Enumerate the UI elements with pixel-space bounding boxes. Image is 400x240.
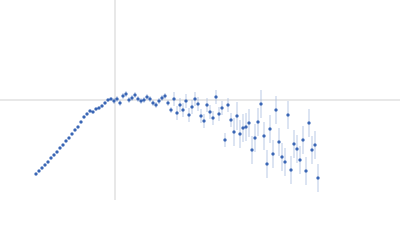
data-point xyxy=(247,121,251,125)
data-point xyxy=(145,95,149,99)
data-point xyxy=(283,160,287,164)
data-point xyxy=(316,176,320,180)
data-point xyxy=(151,101,155,105)
data-point xyxy=(202,119,206,123)
data-point xyxy=(193,97,197,101)
data-point xyxy=(226,103,230,107)
data-point xyxy=(289,168,293,172)
data-point xyxy=(70,132,74,136)
data-point xyxy=(67,136,71,140)
data-point xyxy=(199,114,203,118)
data-point xyxy=(172,97,176,101)
data-point xyxy=(37,169,41,173)
data-point xyxy=(280,155,284,159)
data-point xyxy=(124,92,128,96)
data-point xyxy=(184,99,188,103)
data-point xyxy=(175,111,179,115)
data-point xyxy=(271,152,275,156)
data-point xyxy=(97,106,101,110)
data-point xyxy=(265,162,269,166)
data-point xyxy=(100,104,104,108)
data-point xyxy=(139,99,143,103)
data-point xyxy=(112,99,116,103)
data-point xyxy=(313,143,317,147)
data-point xyxy=(61,143,65,147)
data-point xyxy=(55,150,59,154)
data-point xyxy=(298,158,302,162)
data-point xyxy=(64,139,68,143)
data-point xyxy=(115,97,119,101)
data-point xyxy=(301,138,305,142)
data-point xyxy=(94,107,98,111)
data-point xyxy=(79,120,83,124)
data-point xyxy=(34,172,38,176)
data-point xyxy=(40,166,44,170)
data-point xyxy=(196,102,200,106)
data-point xyxy=(214,95,218,99)
data-point xyxy=(205,103,209,107)
data-point xyxy=(235,114,239,118)
chart xyxy=(0,0,400,200)
data-point xyxy=(109,97,113,101)
data-point xyxy=(127,98,131,102)
data-point xyxy=(91,110,95,114)
data-point xyxy=(223,138,227,142)
data-point xyxy=(268,127,272,131)
data-point xyxy=(250,148,254,152)
data-point xyxy=(106,98,110,102)
data-point xyxy=(208,110,212,114)
data-point xyxy=(121,94,125,98)
data-point xyxy=(136,97,140,101)
data-point xyxy=(190,105,194,109)
data-point xyxy=(82,115,86,119)
data-point xyxy=(169,108,173,112)
data-point xyxy=(304,169,308,173)
data-point xyxy=(211,116,215,120)
data-point xyxy=(238,132,242,136)
data-point xyxy=(58,146,62,150)
data-point xyxy=(52,153,56,157)
data-point xyxy=(154,103,158,107)
data-point xyxy=(286,113,290,117)
data-point xyxy=(148,97,152,101)
data-point xyxy=(163,94,167,98)
data-point xyxy=(85,112,89,116)
data-point xyxy=(46,160,50,164)
data-point xyxy=(178,103,182,107)
data-point xyxy=(49,156,53,160)
data-point xyxy=(118,101,122,105)
data-point xyxy=(142,98,146,102)
data-point xyxy=(103,101,107,105)
data-point xyxy=(43,163,47,167)
data-point xyxy=(133,93,137,97)
data-point xyxy=(310,148,314,152)
data-point xyxy=(229,118,233,122)
data-point xyxy=(241,126,245,130)
data-point xyxy=(187,113,191,117)
data-point xyxy=(157,99,161,103)
data-point xyxy=(292,142,296,146)
data-point xyxy=(295,147,299,151)
data-point xyxy=(259,102,263,106)
data-point xyxy=(220,106,224,110)
data-point xyxy=(160,96,164,100)
data-point xyxy=(73,128,77,132)
data-point xyxy=(253,136,257,140)
data-point xyxy=(130,96,134,100)
data-point xyxy=(244,125,248,129)
data-point xyxy=(277,140,281,144)
data-point xyxy=(88,109,92,113)
data-point xyxy=(181,108,185,112)
data-point xyxy=(262,134,266,138)
data-point xyxy=(256,120,260,124)
data-point xyxy=(307,121,311,125)
data-point xyxy=(76,125,80,129)
data-point xyxy=(232,130,236,134)
data-point xyxy=(274,108,278,112)
data-point xyxy=(166,101,170,105)
data-point xyxy=(217,112,221,116)
